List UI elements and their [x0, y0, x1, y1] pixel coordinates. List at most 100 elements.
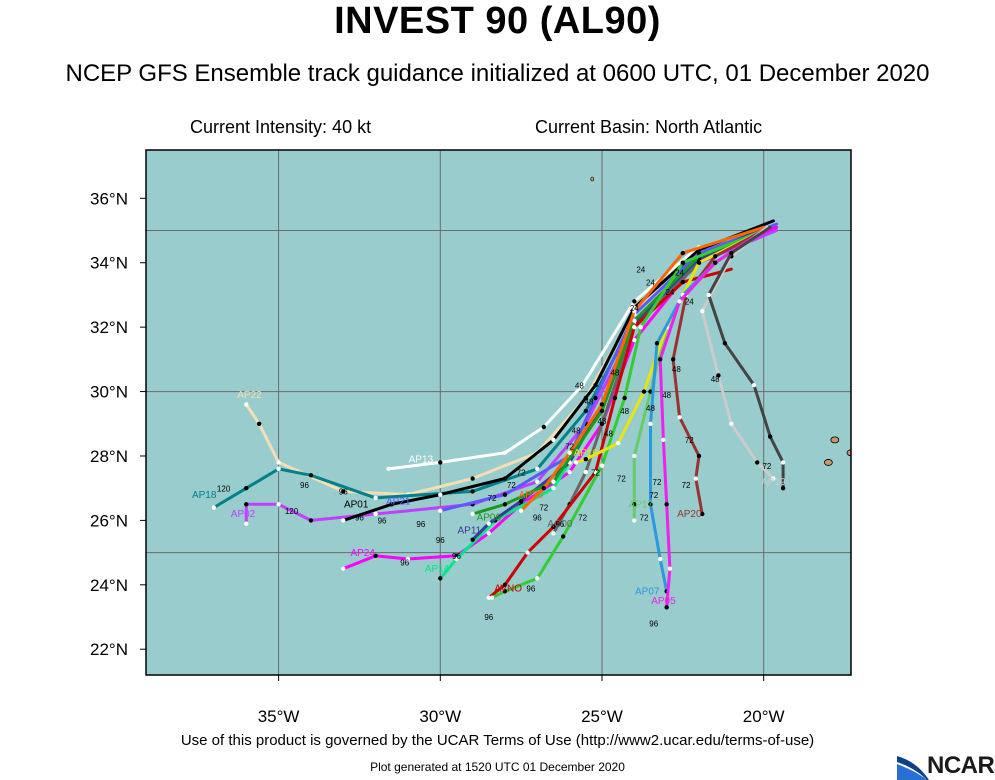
- track-point: [632, 518, 637, 523]
- track-point: [657, 556, 663, 562]
- track-label-ap20: AP20: [677, 509, 702, 520]
- forecast-hour-label: 48: [585, 397, 594, 406]
- track-label-avno: AVNO: [494, 583, 522, 594]
- track-point: [612, 395, 618, 401]
- forecast-hour-label: 48: [662, 391, 671, 400]
- forecast-hour-label: 72: [578, 513, 587, 522]
- forecast-hour-label: 72: [539, 504, 548, 513]
- forecast-hour-label: 48: [620, 407, 629, 416]
- track-point: [593, 395, 598, 401]
- track-point: [551, 524, 556, 530]
- track-point: [389, 502, 394, 507]
- forecast-hour-label: 48: [646, 404, 655, 413]
- track-point: [373, 553, 378, 559]
- forecast-hour-label: 72: [653, 478, 662, 487]
- track-point: [632, 308, 637, 314]
- track-point: [680, 279, 686, 285]
- forecast-hour-label: 72: [591, 468, 600, 477]
- track-point: [308, 518, 314, 523]
- track-line-ap20: [671, 229, 766, 516]
- track-point: [712, 254, 718, 259]
- track-point: [276, 466, 281, 472]
- forecast-hour-label: 96: [484, 613, 493, 622]
- map-title: INVEST 90 (AL90): [334, 0, 661, 42]
- track-point: [729, 250, 734, 256]
- track-point: [680, 250, 686, 256]
- track-point: [583, 457, 589, 462]
- lon-tick-label: 20°W: [743, 707, 785, 726]
- track-point: [648, 502, 653, 507]
- track-point: [755, 460, 760, 465]
- forecast-hour-label: 24: [665, 288, 674, 297]
- track-label-ap11: AP11: [458, 525, 482, 536]
- track-point: [693, 476, 698, 481]
- track-point: [470, 476, 475, 481]
- track-point: [661, 437, 666, 443]
- track-point: [470, 511, 475, 517]
- track-point: [700, 308, 705, 314]
- track-point: [470, 489, 475, 494]
- track-point: [560, 534, 566, 539]
- track-point: [541, 424, 546, 430]
- forecast-hour-label: 96: [300, 481, 309, 490]
- track-point: [405, 556, 411, 562]
- track-point: [244, 402, 249, 407]
- forecast-hour-label: 72: [762, 462, 771, 471]
- forecast-hour-label: 48: [575, 381, 584, 390]
- forecast-hour-label: 96: [436, 536, 445, 545]
- track-label-ap18: AP18: [192, 490, 217, 501]
- forecast-hour-label: 48: [598, 417, 607, 426]
- track-point: [654, 341, 660, 346]
- land-feature: [590, 176, 595, 182]
- track-label-ap13: AP13: [409, 454, 434, 465]
- lon-tick-label: 25°W: [581, 707, 623, 726]
- track-point: [438, 508, 443, 513]
- track-point: [622, 395, 627, 401]
- track-point: [771, 476, 776, 481]
- track-point: [454, 556, 459, 562]
- track-point: [518, 498, 524, 504]
- track-point: [341, 566, 346, 571]
- track-label-ap06: AP06: [477, 512, 502, 523]
- forecast-hour-label: 72: [617, 475, 626, 484]
- forecast-hour-label: 72: [640, 513, 649, 522]
- track-point: [780, 485, 786, 491]
- forecast-hour-label: 48: [610, 368, 619, 377]
- track-point: [551, 531, 556, 536]
- track-point: [567, 469, 572, 475]
- track-label-ap24: AP24: [350, 548, 375, 559]
- lat-tick-label: 30°N: [90, 383, 128, 402]
- track-point: [700, 511, 705, 517]
- track-point: [599, 408, 605, 414]
- track-point: [470, 537, 475, 542]
- forecast-hour-label: 96: [355, 513, 364, 522]
- map-subtitle: NCEP GFS Ensemble track guidance initial…: [65, 60, 930, 87]
- lat-tick-label: 22°N: [90, 640, 128, 659]
- track-point: [244, 521, 249, 526]
- forecast-hour-label: 48: [711, 375, 720, 384]
- track-point: [308, 473, 314, 478]
- track-line-ap05: [658, 229, 766, 609]
- track-point: [486, 521, 491, 526]
- forecast-hour-label: 24: [630, 304, 639, 313]
- track-point: [696, 250, 702, 256]
- track-point: [256, 421, 262, 426]
- lat-tick-label: 34°N: [90, 254, 128, 273]
- track-point: [341, 518, 346, 523]
- forecast-hour-label: 72: [649, 491, 658, 500]
- track-point: [551, 437, 556, 443]
- track-point: [599, 421, 605, 426]
- lat-tick-label: 24°N: [90, 576, 128, 595]
- track-point: [632, 453, 637, 459]
- track-point: [632, 324, 637, 330]
- track-point: [712, 260, 718, 265]
- forecast-hour-label: 96: [416, 520, 425, 529]
- track-point: [632, 337, 637, 343]
- forecast-hour-label: 24: [646, 278, 655, 287]
- forecast-hour-label: 72: [682, 481, 691, 490]
- track-point: [535, 479, 540, 484]
- track-point: [486, 595, 491, 600]
- forecast-hour-label: 72: [517, 468, 526, 477]
- forecast-hour-label: 96: [555, 520, 564, 529]
